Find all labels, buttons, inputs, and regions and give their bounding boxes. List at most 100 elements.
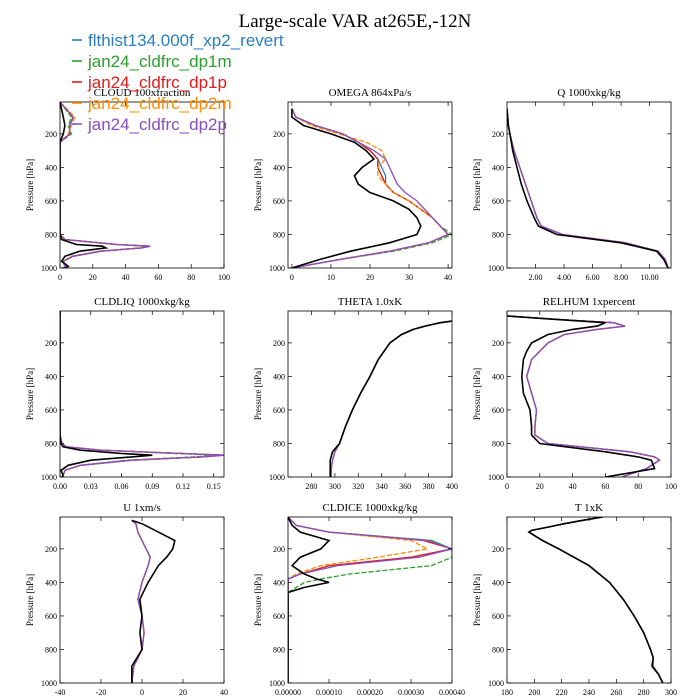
x-tick-label: 0.09 — [145, 482, 159, 491]
y-tick-label: 1000 — [41, 473, 57, 482]
y-tick-label: 400 — [45, 372, 57, 381]
series-line-jan24_cldfrc_dp1m — [527, 517, 664, 683]
series-line-jan24_cldfrc_dp2p — [507, 108, 669, 268]
y-tick-label: 600 — [273, 406, 285, 415]
panel-0: 0 20 40 60 80 100 200 400 600 800 1000 Pressure [hP… — [25, 87, 230, 282]
panel-5: 0 20 40 60 80 100 200 400 600 800 1000 Pressure [hP… — [472, 296, 677, 491]
x-tick-label: 0 — [505, 482, 509, 491]
x-tick-label: 0.15 — [207, 482, 221, 491]
y-axis-label: Pressure [hPa] — [253, 159, 263, 211]
series-line-jan24_cldfrc_dp2m — [330, 320, 452, 477]
x-tick-label: 0.00000 — [275, 688, 301, 697]
x-tick-label: 20 — [536, 482, 544, 491]
x-tick-label: 100 — [665, 482, 677, 491]
x-tick-label: 0.00040 — [439, 688, 465, 697]
series-line-jan24_cldfrc_dp2p — [60, 311, 224, 477]
series-line-jan24_cldfrc_dp1m — [507, 108, 669, 268]
y-axis-label: Pressure [hPa] — [25, 368, 35, 420]
series-line-control — [507, 315, 656, 477]
x-tick-label: 20 — [179, 688, 187, 697]
x-tick-label: 8.00 — [614, 273, 628, 282]
x-tick-label: 0.00010 — [316, 688, 342, 697]
x-tick-label: -40 — [55, 688, 66, 697]
x-tick-label: 0 — [58, 273, 62, 282]
x-tick-label: 0 — [140, 688, 144, 697]
series-line-control — [527, 517, 664, 683]
x-tick-label: 4.00 — [557, 273, 571, 282]
x-tick-label: 10 — [327, 273, 335, 282]
plot-frame — [506, 516, 672, 684]
y-tick-label: 800 — [492, 230, 504, 239]
y-tick-label: 200 — [492, 339, 504, 348]
panel-title: T 1xK — [575, 502, 603, 514]
y-tick-label: 600 — [45, 406, 57, 415]
x-tick-label: 40 — [220, 688, 228, 697]
series-line-control — [507, 108, 669, 268]
x-tick-label: 400 — [446, 482, 458, 491]
y-tick-label: 400 — [492, 578, 504, 587]
x-tick-label: 2.00 — [529, 273, 543, 282]
x-tick-label: 20 — [89, 273, 97, 282]
y-tick-label: 400 — [492, 372, 504, 381]
y-tick-label: 200 — [492, 130, 504, 139]
y-tick-label: 600 — [45, 612, 57, 621]
y-axis-label: Pressure [hPa] — [25, 159, 35, 211]
x-tick-label: 300 — [329, 482, 341, 491]
series-line-jan24_cldfrc_dp2p — [527, 517, 664, 683]
y-tick-label: 1000 — [488, 679, 504, 688]
y-tick-label: 1000 — [488, 473, 504, 482]
y-tick-label: 400 — [273, 372, 285, 381]
legend-item-label: flthist134.000f_xp2_revert — [88, 31, 284, 50]
y-tick-label: 800 — [45, 645, 57, 654]
series-line-flthist134.000f_xp2_revert — [507, 108, 669, 268]
series-line-jan24_cldfrc_dp2p — [291, 108, 450, 268]
y-tick-label: 600 — [492, 612, 504, 621]
x-tick-label: 20 — [366, 273, 374, 282]
panel-title: Q 1000xkg/kg — [557, 87, 621, 99]
legend-item-label: jan24_cldfrc_dp1p — [87, 73, 227, 92]
y-tick-label: 200 — [45, 339, 57, 348]
x-tick-label: 0 — [290, 273, 294, 282]
panel-7: 0.00000 0.00010 0.00020 0.00030 0.00040 200 40… — [253, 502, 465, 697]
y-tick-label: 800 — [492, 645, 504, 654]
legend-item-label: jan24_cldfrc_dp2m — [87, 94, 232, 113]
series-line-control — [329, 320, 452, 477]
x-tick-label: 80 — [634, 482, 642, 491]
panel-3: 0.00 0.03 0.06 0.09 0.12 0.15 200 400 600 800 1000… — [25, 296, 225, 491]
series-line-control — [131, 519, 176, 683]
figure-title: Large-scale VAR at265E,-12N — [239, 11, 472, 32]
legend-item-label: jan24_cldfrc_dp1m — [87, 52, 232, 71]
panel-title: CLOUD 100xfraction — [94, 87, 191, 99]
y-tick-label: 800 — [45, 439, 57, 448]
x-tick-label: 30 — [405, 273, 413, 282]
series-line-jan24_cldfrc_dp2p — [507, 315, 661, 477]
plot-frame — [506, 101, 672, 269]
plot-frame — [59, 310, 225, 478]
x-tick-label: 300 — [665, 688, 677, 697]
x-tick-label: 360 — [399, 482, 411, 491]
series-line-jan24_cldfrc_dp1p — [288, 517, 452, 683]
x-tick-label: 40 — [569, 482, 577, 491]
x-tick-label: 200 — [528, 688, 540, 697]
x-tick-label: 380 — [423, 482, 435, 491]
x-tick-label: 0.12 — [176, 482, 190, 491]
panel-4: 280 300 320 340 360 380 400 200 400 600 800 1000 Pre… — [253, 296, 458, 491]
series-line-jan24_cldfrc_dp1p — [527, 517, 664, 683]
panel-8: 180 200 220 240 260 280 300 200 400 600 800 1000 Pre… — [472, 502, 677, 697]
x-tick-label: 6.00 — [586, 273, 600, 282]
series-line-jan24_cldfrc_dp2p — [60, 102, 151, 268]
y-tick-label: 200 — [273, 545, 285, 554]
y-tick-label: 200 — [273, 130, 285, 139]
panel-2: 2.00 4.00 6.00 8.00 10.00 200 400 600 800 1000 Pre… — [472, 87, 672, 282]
series-line-control — [60, 102, 109, 268]
y-tick-label: 1000 — [41, 264, 57, 273]
x-tick-label: 280 — [638, 688, 650, 697]
x-tick-label: 0.00 — [53, 482, 67, 491]
plot-frame — [506, 310, 672, 478]
y-tick-label: 1000 — [41, 679, 57, 688]
y-tick-label: 800 — [492, 439, 504, 448]
plot-frame — [59, 101, 225, 269]
x-tick-label: 220 — [556, 688, 568, 697]
